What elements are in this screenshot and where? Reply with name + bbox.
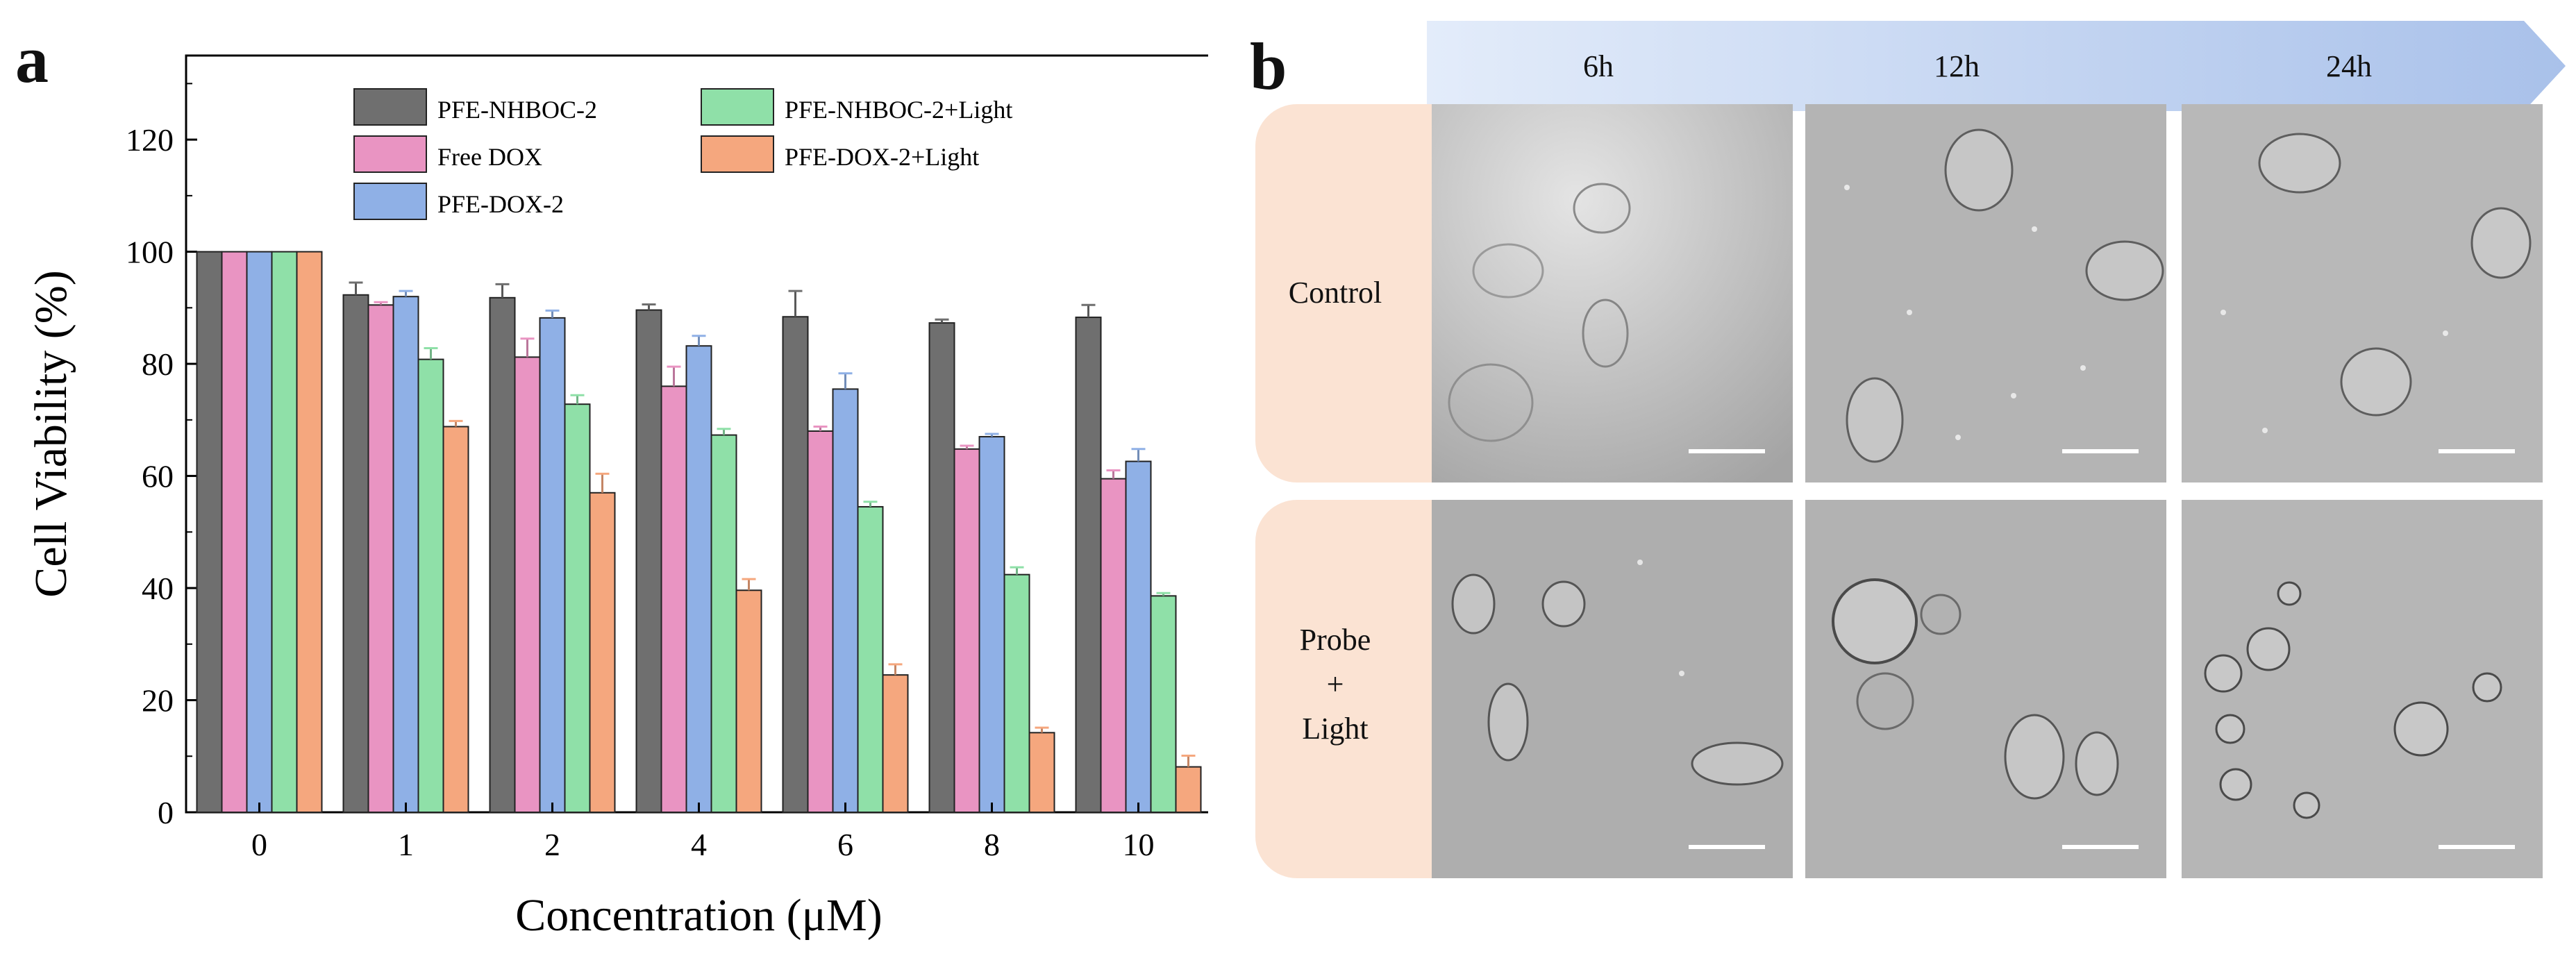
x-tick-label: 0	[251, 827, 267, 862]
y-tick-label: 60	[142, 459, 174, 494]
x-tick-label: 4	[691, 827, 707, 862]
bar	[246, 251, 273, 813]
legend-label: PFE-DOX-2	[437, 190, 564, 218]
bar	[271, 251, 298, 813]
bar	[953, 448, 980, 813]
bar	[1003, 573, 1030, 813]
bar	[1175, 766, 1202, 813]
bar	[417, 358, 444, 813]
row-label-probe-light-box: Probe + Light	[1255, 500, 1443, 878]
row-label-probe-light: Probe + Light	[1299, 623, 1371, 746]
bar	[539, 317, 566, 814]
cell-viability-chart: 0 20 40 60 80 100 120 0 1 2 4 6 8 10 Concentration (μM…	[26, 54, 1208, 941]
bar	[1100, 478, 1127, 813]
bar	[367, 304, 394, 813]
bar	[978, 436, 1005, 813]
x-tick-label: 10	[1123, 827, 1155, 862]
legend-label: PFE-DOX-2+Light	[785, 143, 979, 171]
bar	[589, 492, 616, 813]
bar	[1150, 595, 1177, 814]
bar	[442, 426, 469, 813]
scale-bar	[1689, 449, 1765, 453]
bar	[1125, 460, 1152, 814]
time-label-6h: 6h	[1583, 49, 1614, 83]
bar	[735, 589, 762, 813]
y-axis-label: Cell Viability (%)	[26, 270, 76, 597]
y-tick-label: 80	[142, 346, 174, 382]
y-tick-label: 0	[158, 795, 174, 830]
legend-label: PFE-NHBOC-2+Light	[785, 96, 1012, 124]
panel-letter-b: b	[1250, 29, 1287, 103]
row-label-control-box: Control	[1255, 104, 1443, 482]
x-axis-label: Concentration (μM)	[515, 890, 882, 941]
bar	[635, 309, 662, 813]
y-tick-label: 120	[126, 122, 174, 158]
legend-swatch	[701, 135, 774, 173]
y-tick-label: 40	[142, 571, 174, 606]
micrograph-control-24h	[2182, 104, 2543, 482]
bar	[1075, 317, 1102, 813]
bar	[221, 251, 248, 813]
bar	[857, 505, 884, 813]
scale-bar	[1689, 845, 1765, 849]
bar	[296, 251, 323, 813]
micrograph-probe-light-24h	[2182, 500, 2543, 878]
x-tick-label: 6	[837, 827, 853, 862]
bar	[685, 345, 712, 813]
row-label-control: Control	[1288, 276, 1382, 310]
x-tick-label: 1	[398, 827, 414, 862]
scale-bar	[2062, 845, 2139, 849]
bar	[392, 296, 419, 813]
bar	[928, 322, 955, 813]
time-arrow	[1427, 21, 2566, 111]
microscopy-panel: b 6h 12h 24h Control Probe + Light	[1236, 0, 2576, 965]
bar	[660, 385, 687, 813]
bar	[489, 296, 516, 813]
y-tick-label: 20	[142, 683, 174, 719]
time-label-12h: 12h	[1934, 49, 1980, 83]
y-tick-label: 100	[126, 235, 174, 270]
bar	[196, 251, 223, 813]
legend-label: PFE-NHBOC-2	[437, 96, 597, 124]
x-tick-label: 2	[544, 827, 560, 862]
bar	[1028, 732, 1055, 813]
legend-swatch	[353, 88, 427, 126]
panel-letter-a: a	[15, 22, 49, 96]
legend-swatch	[353, 183, 427, 220]
micrograph-probe-light-12h	[1805, 500, 2166, 878]
micrograph-control-6h	[1432, 104, 1793, 482]
micrograph-probe-light-6h	[1432, 500, 1793, 878]
scale-bar	[2062, 449, 2139, 453]
x-tick-label: 8	[984, 827, 1000, 862]
legend-swatch	[353, 135, 427, 173]
legend-swatch	[701, 88, 774, 126]
legend-label: Free DOX	[437, 143, 542, 171]
bar	[882, 674, 909, 813]
time-label-24h: 24h	[2326, 49, 2372, 83]
bar	[342, 294, 369, 814]
bar	[807, 430, 834, 813]
scale-bar	[2439, 449, 2515, 453]
bar	[832, 388, 859, 813]
bar	[710, 434, 737, 813]
bar	[564, 403, 591, 813]
scale-bar	[2439, 845, 2515, 849]
bar	[782, 316, 809, 814]
bar	[514, 356, 541, 813]
micrograph-control-12h	[1805, 104, 2166, 482]
